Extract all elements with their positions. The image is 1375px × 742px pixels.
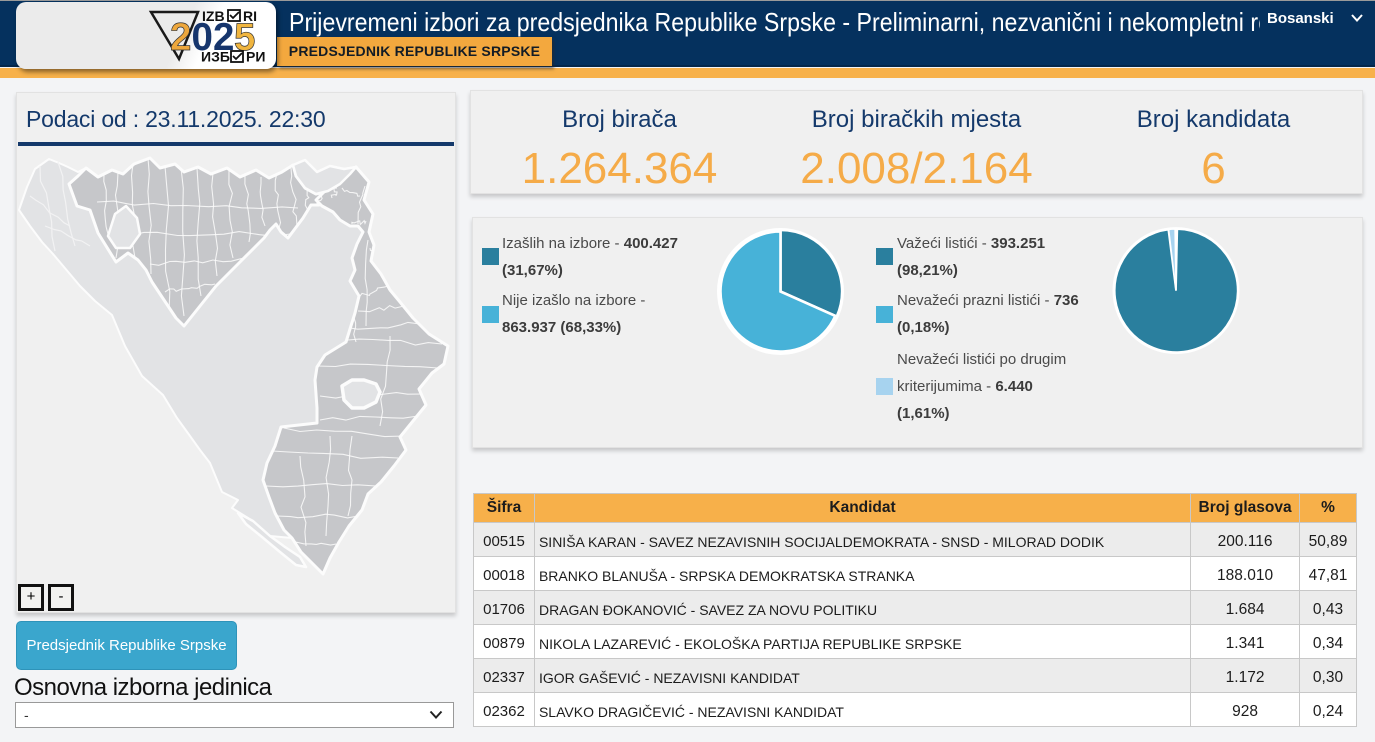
svg-text:5: 5 (234, 16, 255, 59)
svg-text:ИЗБ: ИЗБ (201, 49, 230, 65)
svg-text:0: 0 (192, 16, 213, 59)
svg-text:RI: RI (243, 8, 257, 24)
svg-text:2: 2 (170, 16, 191, 59)
svg-text:2: 2 (213, 16, 234, 59)
svg-text:IZB: IZB (202, 8, 225, 24)
svg-text:РИ: РИ (246, 49, 265, 65)
